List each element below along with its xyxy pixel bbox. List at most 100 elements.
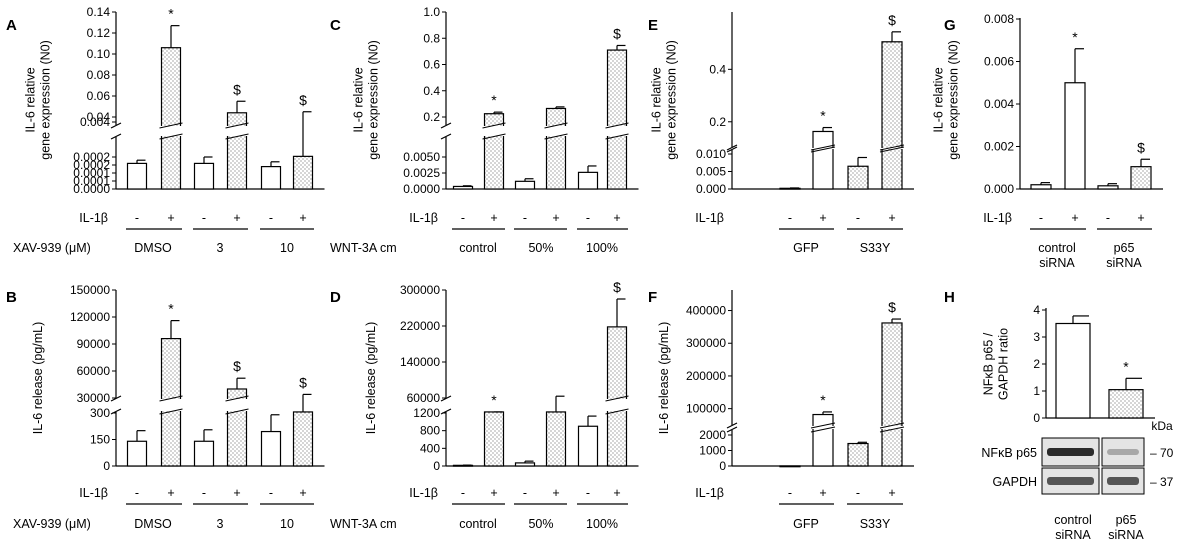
y-tick-label-d: 400 — [420, 441, 440, 455]
y-tick-label-g: 0.006 — [984, 55, 1014, 69]
bar-break-gap-b — [160, 399, 182, 411]
stim-sign-a: + — [233, 211, 240, 225]
y-axis-label-c: gene expression (N0) — [367, 40, 381, 160]
y-tick-label-a: 0.0002 — [73, 158, 110, 172]
axis-break-mark-f — [726, 426, 738, 433]
y-tick-label-d: 0 — [433, 459, 440, 473]
y-tick-label-g: 0.000 — [984, 182, 1014, 196]
bar-g — [1097, 185, 1119, 190]
bar-break-gap-f — [812, 426, 834, 429]
significance-marker-c: $ — [613, 25, 621, 41]
y-tick-label-e: 0.010 — [696, 147, 726, 161]
bar-break-mark-f — [879, 422, 905, 429]
y-tick-label-c: 0.0050 — [403, 150, 440, 164]
blot-row-label: GAPDH — [993, 475, 1037, 489]
y-tick-label-h: 1 — [1033, 384, 1040, 398]
axis-break-mark-e — [726, 144, 738, 151]
kda-label: kDa — [1151, 419, 1173, 433]
stim-row-label-e: IL-1β — [695, 211, 724, 225]
bar-break-mark-c — [544, 122, 568, 129]
y-tick-label-h: 2 — [1033, 357, 1040, 371]
group-label-e: GFP — [793, 241, 819, 255]
group-label-a: DMSO — [134, 241, 172, 255]
group-label-h: control — [1054, 513, 1092, 527]
bar-break-gap-c — [606, 126, 628, 136]
bar-e — [847, 165, 869, 190]
y-tick-label-b: 150000 — [70, 283, 110, 297]
group-row-label-c: WNT-3A cm — [330, 241, 397, 255]
bar-break-mark-a — [159, 122, 183, 129]
stim-sign-d: - — [461, 486, 465, 500]
y-tick-label-c: 0.4 — [423, 84, 440, 98]
y-axis-label-g: gene expression (N0) — [947, 40, 961, 160]
y-tick-label-f: 200000 — [686, 369, 726, 383]
group-label-c: 50% — [528, 241, 553, 255]
group-label-d: 50% — [528, 517, 553, 531]
stim-sign-c: + — [613, 211, 620, 225]
stim-sign-a: + — [299, 211, 306, 225]
y-tick-label-a: 0.04 — [87, 110, 111, 124]
blot-band — [1047, 448, 1094, 456]
y-tick-label-g: 0.008 — [984, 12, 1014, 26]
bar-break-mark-d — [605, 408, 629, 415]
group-row-label-b: XAV-939 (μM) — [13, 517, 91, 531]
bar-g — [1064, 82, 1086, 190]
significance-marker-g: * — [1072, 29, 1078, 45]
y-tick-label-b: 0 — [103, 459, 110, 473]
y-axis-label-h: NFκB p65 / — [982, 332, 996, 395]
y-tick-label-b: 30000 — [77, 391, 111, 405]
group-label-d: control — [459, 517, 497, 531]
group-label-g: control — [1038, 241, 1076, 255]
stim-sign-b: - — [202, 486, 206, 500]
y-tick-label-h: 4 — [1033, 303, 1040, 317]
blot-band — [1107, 449, 1139, 455]
axis-break-mark-f — [726, 422, 738, 429]
significance-marker-f: $ — [888, 299, 896, 315]
significance-marker-a: * — [168, 6, 174, 22]
y-tick-label-g: 0.002 — [984, 140, 1014, 154]
bar-break-gap-a — [160, 126, 182, 136]
bar-d — [606, 326, 628, 467]
y-tick-label-a: 0.0000 — [73, 182, 110, 196]
y-tick-label-a: 0.12 — [87, 26, 111, 40]
bar-d — [545, 411, 567, 467]
stim-sign-b: - — [269, 486, 273, 500]
y-tick-label-a: 0.0002 — [73, 150, 110, 164]
y-axis-label-e: IL-6 relative — [650, 67, 664, 132]
stim-sign-b: + — [233, 486, 240, 500]
stim-sign-e: + — [819, 211, 826, 225]
bar-h — [1108, 389, 1144, 419]
bar-g — [1030, 184, 1052, 190]
y-tick-label-d: 220000 — [400, 319, 440, 333]
stim-sign-f: - — [788, 486, 792, 500]
bar-break-mark-c — [482, 133, 506, 140]
stim-row-label-d: IL-1β — [409, 486, 438, 500]
group-label-b: DMSO — [134, 517, 172, 531]
blot-kda-marker: – 70 — [1150, 446, 1174, 460]
bar-break-mark-a — [225, 133, 249, 140]
bar-break-mark-c — [605, 133, 629, 140]
stim-sign-c: + — [490, 211, 497, 225]
group-label-h: p65 — [1116, 513, 1137, 527]
panel-label-g: G — [944, 17, 956, 34]
stim-sign-e: - — [856, 211, 860, 225]
bar-break-mark-b — [225, 395, 249, 402]
bar-break-mark-b — [159, 395, 183, 402]
y-tick-label-a: 0.08 — [87, 68, 111, 82]
panel-label-f: F — [648, 289, 657, 306]
group-label-e: S33Y — [860, 241, 891, 255]
significance-marker-b: * — [168, 301, 174, 317]
stim-sign-e: - — [788, 211, 792, 225]
group-label-c: 100% — [586, 241, 618, 255]
y-tick-label-c: 0.0025 — [403, 166, 440, 180]
y-tick-label-d: 300000 — [400, 283, 440, 297]
y-tick-label-a: 0.0001 — [73, 166, 110, 180]
bar-f — [812, 413, 834, 467]
group-label-c: control — [459, 241, 497, 255]
bar-break-mark-e — [810, 146, 836, 153]
y-tick-label-b: 150 — [90, 433, 110, 447]
y-axis-label-a: gene expression (N0) — [39, 40, 53, 160]
bar-break-gap-e — [812, 148, 834, 149]
bar-a — [193, 162, 215, 190]
y-tick-label-a: 0.0001 — [73, 174, 110, 188]
